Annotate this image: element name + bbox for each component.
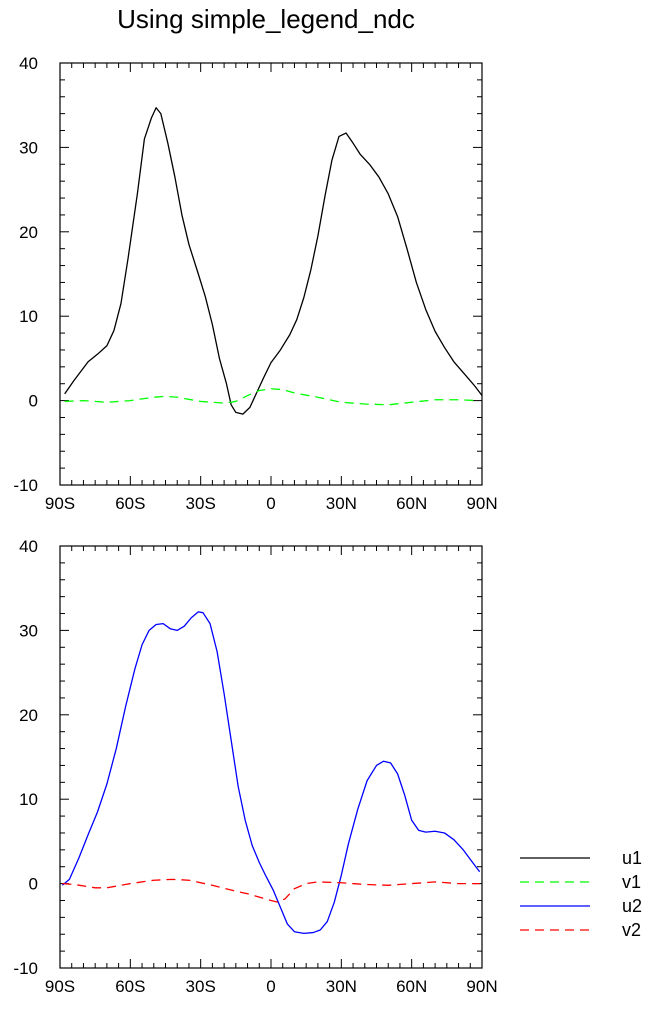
y-tick-label: 30: [19, 138, 38, 157]
x-tick-label: 30N: [326, 494, 357, 513]
y-tick-label: 20: [19, 223, 38, 242]
x-tick-label: 0: [266, 494, 275, 513]
y-tick-label: 0: [29, 875, 38, 894]
series-line-v1: [64, 388, 478, 406]
y-tick-label: 10: [19, 790, 38, 809]
legend-label-v2: v2: [622, 920, 641, 940]
x-tick-label: 90N: [466, 494, 497, 513]
x-tick-label: 90S: [45, 977, 75, 996]
page-title: Using simple_legend_ndc: [117, 4, 415, 34]
plot-frame: [59, 62, 483, 486]
x-tick-label: 60N: [396, 977, 427, 996]
x-tick-label: 30S: [186, 977, 216, 996]
x-tick-label: 90S: [45, 494, 75, 513]
x-tick-label: 30S: [186, 494, 216, 513]
legend-label-v1: v1: [622, 872, 641, 892]
x-tick-label: 90N: [466, 977, 497, 996]
series-line-v2: [62, 878, 480, 903]
y-tick-label: 0: [29, 392, 38, 411]
x-tick-label: 60S: [115, 494, 145, 513]
y-tick-label: 40: [19, 54, 38, 73]
y-tick-label: 40: [19, 537, 38, 556]
legend: u1 v1 u2 v2: [520, 848, 642, 940]
legend-label-u2: u2: [622, 896, 642, 916]
series-line-u2: [61, 611, 481, 935]
y-tick-label: -10: [13, 959, 38, 978]
series-line-u1: [64, 107, 483, 415]
x-tick-label: 60S: [115, 977, 145, 996]
y-tick-label: 30: [19, 621, 38, 640]
x-tick-label: 60N: [396, 494, 427, 513]
x-tick-label: 30N: [326, 977, 357, 996]
bottom-panel: 90S 60S 30S 0 30N 60N 90N -10 0 10 20 30 40: [13, 537, 497, 996]
legend-label-u1: u1: [622, 848, 642, 868]
y-tick-label: 20: [19, 706, 38, 725]
y-tick-label: -10: [13, 476, 38, 495]
top-panel: 90S 60S 30S 0 30N 60N 90N -10 0 10 20 30 40: [13, 54, 497, 513]
y-tick-label: 10: [19, 307, 38, 326]
x-tick-label: 0: [266, 977, 275, 996]
plot-frame: [59, 545, 483, 969]
